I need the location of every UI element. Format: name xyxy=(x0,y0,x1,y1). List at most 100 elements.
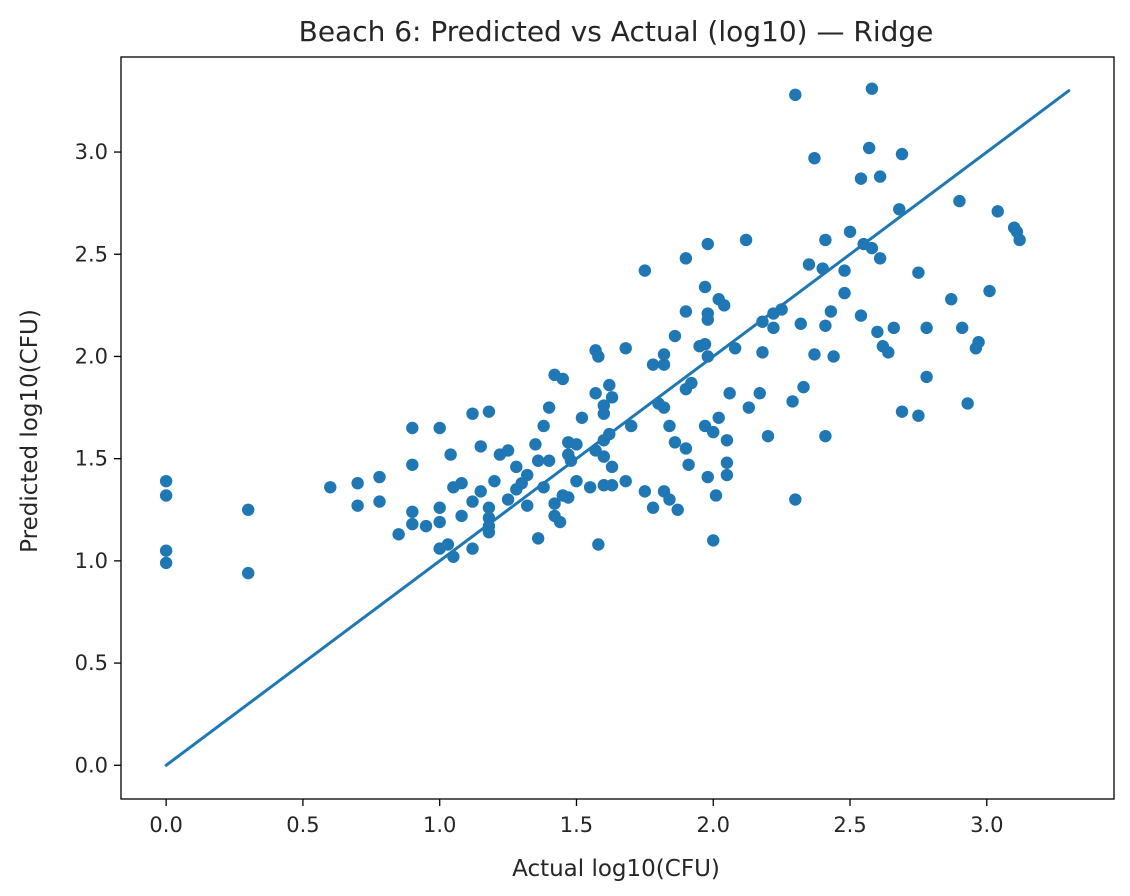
data-point xyxy=(819,319,832,332)
data-point xyxy=(789,493,802,506)
data-point xyxy=(838,264,851,277)
y-tick-label: 0.5 xyxy=(75,651,108,675)
data-point xyxy=(562,491,575,504)
data-point xyxy=(679,252,693,265)
data-point xyxy=(570,474,583,488)
data-point xyxy=(564,454,578,467)
data-point xyxy=(819,429,832,443)
x-tick-label: 2.5 xyxy=(833,813,866,837)
data-point xyxy=(433,501,446,514)
y-tick-label: 2.5 xyxy=(75,242,108,266)
data-point xyxy=(756,315,769,328)
data-point xyxy=(679,305,693,318)
data-point xyxy=(501,444,515,457)
data-point xyxy=(701,237,714,251)
data-point xyxy=(717,299,731,312)
data-point xyxy=(854,309,868,322)
x-tick-label: 1.5 xyxy=(560,813,593,837)
data-point xyxy=(482,405,496,418)
data-point xyxy=(819,233,832,247)
data-point xyxy=(756,346,769,359)
data-point xyxy=(802,258,816,271)
data-point xyxy=(406,421,419,435)
data-point xyxy=(392,528,405,541)
data-point xyxy=(682,458,695,471)
data-point xyxy=(589,387,602,400)
data-point xyxy=(843,225,857,238)
data-point xyxy=(433,515,446,529)
data-point xyxy=(605,479,619,492)
data-point xyxy=(1013,233,1026,247)
data-point xyxy=(592,350,605,363)
x-tick-label: 1.0 xyxy=(423,813,456,837)
data-point xyxy=(685,376,698,390)
data-point xyxy=(553,515,567,529)
y-axis: 0.0 0.5 1.0 1.5 2.0 2.5 3.0 xyxy=(75,140,121,777)
x-tick-label: 3.0 xyxy=(970,813,1003,837)
data-point xyxy=(444,448,457,461)
data-point xyxy=(537,419,550,433)
data-point xyxy=(698,337,712,351)
data-point xyxy=(638,485,652,498)
data-point xyxy=(720,456,734,469)
data-point xyxy=(542,401,556,414)
data-point xyxy=(753,387,766,400)
data-point xyxy=(873,170,887,183)
data-point xyxy=(865,241,879,255)
data-point xyxy=(510,460,523,474)
data-point xyxy=(159,556,173,570)
data-point xyxy=(663,419,676,433)
data-point xyxy=(961,397,974,410)
data-point xyxy=(548,497,561,510)
data-point xyxy=(159,474,173,488)
data-point xyxy=(455,509,468,523)
data-point xyxy=(671,503,684,516)
data-point xyxy=(701,470,714,484)
x-axis: 0.0 0.5 1.0 1.5 2.0 2.5 3.0 xyxy=(149,799,1004,837)
x-tick-label: 0.0 xyxy=(149,813,182,837)
data-point xyxy=(324,481,337,494)
data-point xyxy=(854,172,868,185)
data-point xyxy=(657,358,671,371)
data-point xyxy=(808,151,821,165)
data-point xyxy=(657,348,671,361)
data-point xyxy=(953,194,966,208)
data-point xyxy=(373,495,386,508)
data-point xyxy=(775,303,788,316)
data-point xyxy=(466,542,479,555)
data-point xyxy=(406,458,419,471)
data-point xyxy=(912,409,925,422)
data-point xyxy=(619,474,632,488)
x-axis-label: Actual log10(CFU) xyxy=(512,856,720,882)
data-point xyxy=(920,321,933,335)
data-point xyxy=(159,544,173,557)
data-point xyxy=(583,481,597,494)
data-point xyxy=(873,252,887,265)
data-point xyxy=(761,429,775,443)
data-point xyxy=(955,321,969,335)
data-point xyxy=(646,501,660,514)
data-point xyxy=(619,342,632,355)
data-point xyxy=(698,280,712,294)
data-point xyxy=(488,474,501,488)
data-point xyxy=(701,313,714,326)
data-point xyxy=(529,438,542,451)
data-point xyxy=(797,380,810,394)
data-point xyxy=(575,411,589,424)
data-point xyxy=(862,141,876,155)
data-point xyxy=(597,407,611,420)
data-point xyxy=(827,350,840,363)
data-point xyxy=(455,476,468,490)
data-point xyxy=(482,526,496,539)
data-point xyxy=(991,205,1004,218)
data-point xyxy=(657,401,671,414)
plot-frame xyxy=(120,56,1115,800)
data-point xyxy=(466,407,479,420)
data-point xyxy=(789,88,802,102)
data-point xyxy=(482,501,496,514)
data-point xyxy=(824,305,838,318)
data-point xyxy=(912,266,925,279)
data-point xyxy=(887,321,900,335)
data-point xyxy=(663,493,676,506)
